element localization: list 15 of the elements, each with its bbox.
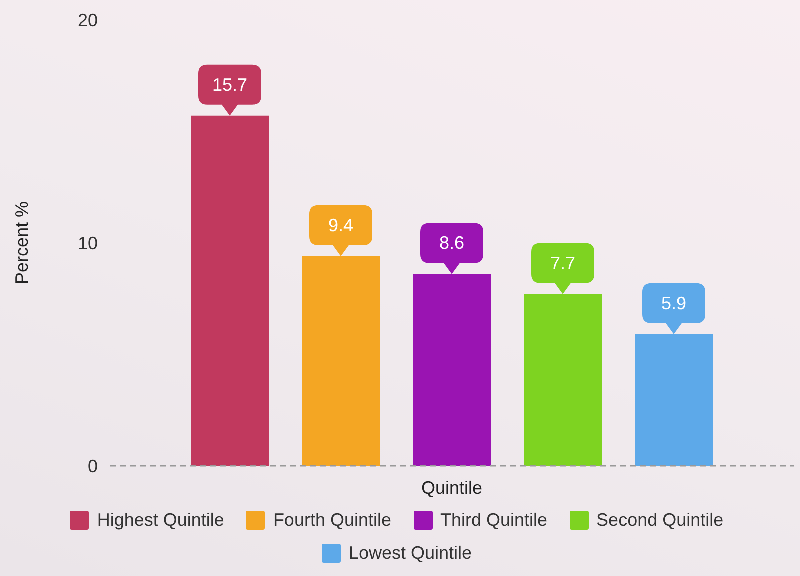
x-axis-title: Quintile (421, 478, 483, 498)
y-tick-label: 20 (78, 10, 98, 30)
data-label: 7.7 (550, 253, 576, 274)
legend-label: Lowest Quintile (348, 543, 472, 564)
data-label: 8.6 (439, 233, 465, 254)
legend-label: Fourth Quintile (273, 510, 392, 531)
y-tick-label: 0 (88, 456, 98, 476)
y-tick-label: 10 (78, 233, 98, 254)
legend-label: Second Quintile (596, 510, 724, 531)
legend-label: Third Quintile (440, 510, 548, 531)
data-label: 15.7 (212, 74, 248, 95)
data-label: 5.9 (661, 293, 687, 314)
data-label: 9.4 (328, 215, 354, 236)
y-axis-title: Percent % (12, 201, 32, 285)
legend-label: Highest Quintile (97, 510, 224, 531)
